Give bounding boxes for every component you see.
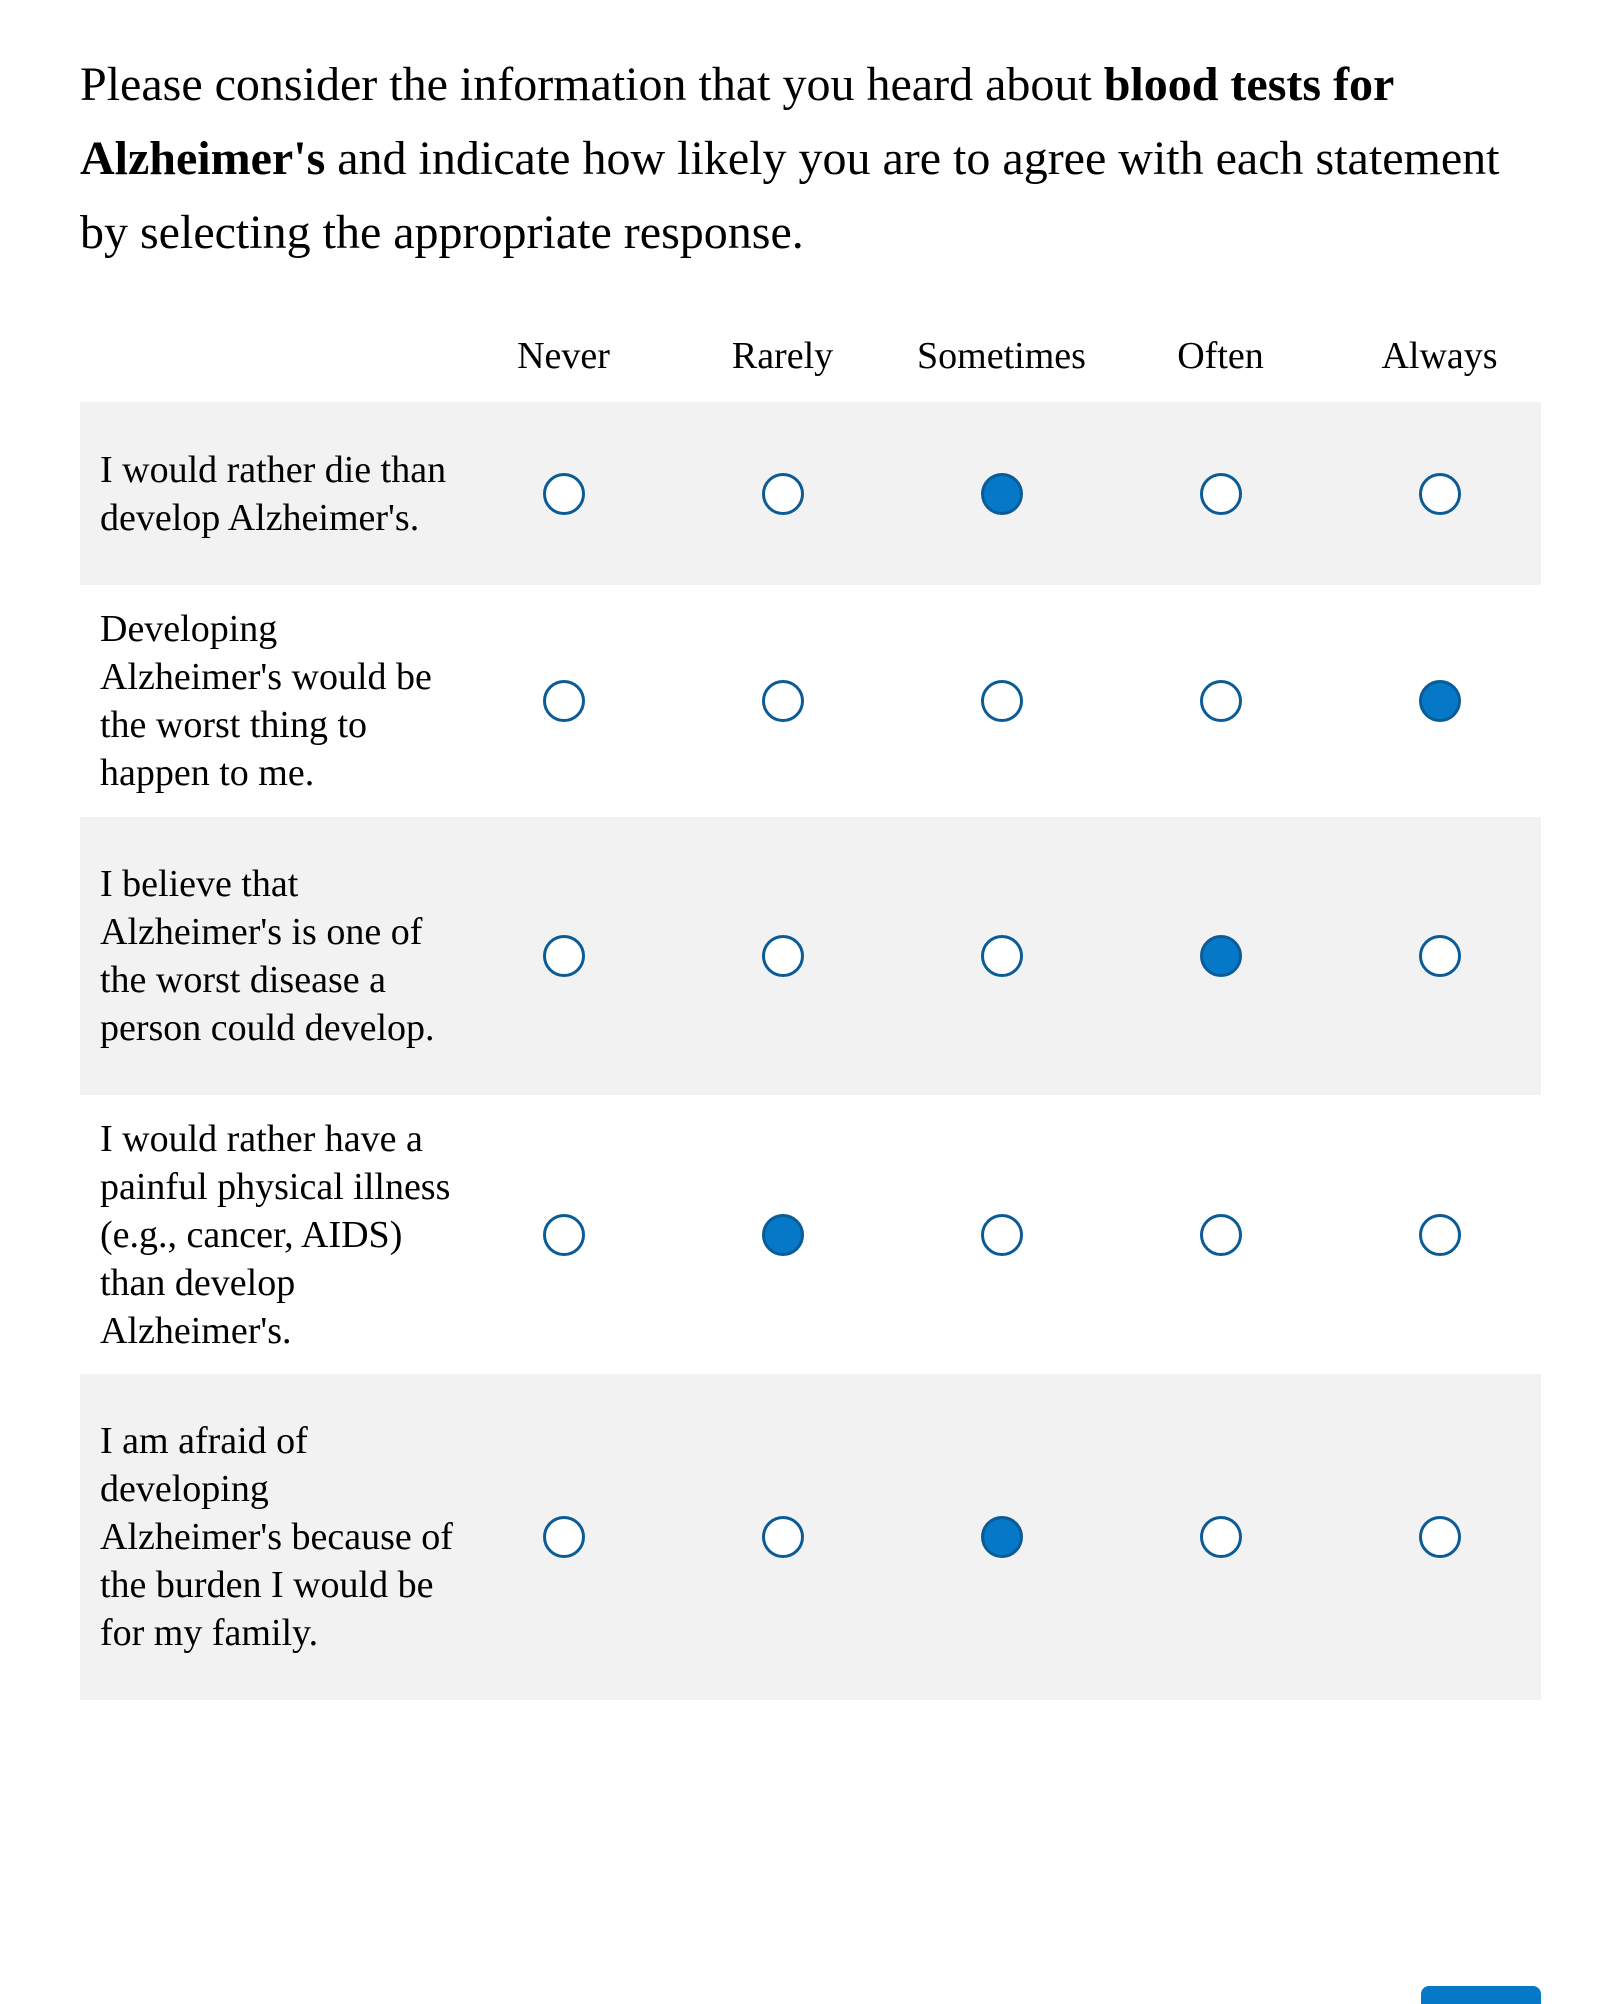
- option-cell: [454, 935, 673, 977]
- radio-often[interactable]: [1199, 1213, 1242, 1256]
- statement-row: I am afraid of developing Alzheimer's be…: [80, 1374, 1541, 1700]
- radio-often[interactable]: [1199, 680, 1242, 722]
- option-cell: [673, 472, 892, 515]
- option-cell: [673, 935, 892, 977]
- radio-always[interactable]: [1418, 680, 1461, 722]
- option-cell: [454, 472, 673, 515]
- likert-matrix: Never Rarely Sometimes Often Always I wo…: [80, 310, 1541, 1700]
- radio-never[interactable]: [542, 1213, 585, 1256]
- radio-never[interactable]: [542, 935, 585, 977]
- option-cell: [892, 1213, 1111, 1256]
- statement-row: I believe that Alzheimer's is one of the…: [80, 817, 1541, 1095]
- option-cell: [454, 1516, 673, 1558]
- radio-never[interactable]: [542, 472, 585, 515]
- radio-always[interactable]: [1418, 1516, 1461, 1558]
- option-cell: [892, 680, 1111, 722]
- radio-never[interactable]: [542, 680, 585, 722]
- radio-always[interactable]: [1418, 472, 1461, 515]
- option-cell: [892, 1516, 1111, 1558]
- option-cell: [1111, 935, 1330, 977]
- radio-rarely[interactable]: [761, 472, 804, 515]
- statement-row: I would rather have a painful physical i…: [80, 1095, 1541, 1374]
- option-cell: [1330, 680, 1549, 722]
- radio-sometimes[interactable]: [980, 1213, 1023, 1256]
- option-cell: [1330, 1213, 1549, 1256]
- scale-label-sometimes: Sometimes: [917, 335, 1086, 377]
- radio-sometimes[interactable]: [980, 472, 1023, 515]
- option-cell: [454, 680, 673, 722]
- statement-text: I would rather die than develop Alzheime…: [100, 448, 447, 539]
- radio-rarely[interactable]: [761, 680, 804, 722]
- question-suffix: and indicate how likely you are to agree…: [80, 132, 1500, 259]
- option-cell: [673, 1213, 892, 1256]
- scale-label-always: Always: [1381, 335, 1498, 377]
- option-cell: [673, 1516, 892, 1558]
- radio-rarely[interactable]: [761, 1213, 804, 1256]
- question-prefix: Please consider the information that you…: [80, 58, 1104, 111]
- option-cell: [1111, 680, 1330, 722]
- statement-text: I believe that Alzheimer's is one of the…: [100, 863, 435, 1049]
- radio-never[interactable]: [542, 1516, 585, 1558]
- option-cell: [1111, 1213, 1330, 1256]
- statement-text: I am afraid of developing Alzheimer's be…: [100, 1420, 453, 1654]
- radio-sometimes[interactable]: [980, 1516, 1023, 1558]
- option-cell: [1330, 472, 1549, 515]
- radio-sometimes[interactable]: [980, 680, 1023, 722]
- option-cell: [454, 1213, 673, 1256]
- option-cell: [1330, 935, 1549, 977]
- question-bold: blood tests for Alzheimer's: [80, 58, 1394, 185]
- option-cell: [1111, 472, 1330, 515]
- radio-often[interactable]: [1199, 1516, 1242, 1558]
- statement-row: I would rather die than develop Alzheime…: [80, 402, 1541, 585]
- option-cell: [892, 472, 1111, 515]
- radio-always[interactable]: [1418, 935, 1461, 977]
- radio-rarely[interactable]: [761, 935, 804, 977]
- option-cell: [1330, 1516, 1549, 1558]
- next-button[interactable]: [1421, 1986, 1541, 2004]
- radio-always[interactable]: [1418, 1213, 1461, 1256]
- option-cell: [892, 935, 1111, 977]
- option-cell: [673, 680, 892, 722]
- statement-text: I would rather have a painful physical i…: [100, 1117, 451, 1352]
- scale-label-never: Never: [517, 335, 610, 377]
- option-cell: [1111, 1516, 1330, 1558]
- radio-often[interactable]: [1199, 472, 1242, 515]
- scale-header: Never Rarely Sometimes Often Always: [80, 310, 1541, 402]
- statement-rows: I would rather die than develop Alzheime…: [80, 402, 1541, 1700]
- scale-label-often: Often: [1177, 335, 1264, 377]
- scale-label-rarely: Rarely: [731, 335, 834, 377]
- radio-rarely[interactable]: [761, 1516, 804, 1558]
- statement-text: Developing Alzheimer's would be the wors…: [100, 608, 432, 794]
- statement-row: Developing Alzheimer's would be the wors…: [80, 585, 1541, 817]
- radio-often[interactable]: [1199, 935, 1242, 977]
- question-text: Please consider the information that you…: [80, 48, 1540, 270]
- radio-sometimes[interactable]: [980, 935, 1023, 977]
